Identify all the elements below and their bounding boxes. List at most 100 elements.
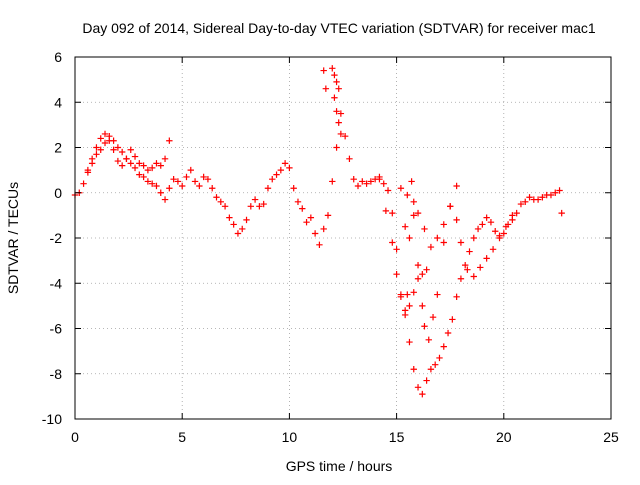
data-point (333, 108, 340, 115)
data-point (496, 232, 503, 239)
data-point (470, 273, 477, 280)
data-point (157, 162, 164, 169)
series-secondary-track (84, 137, 173, 174)
data-point (492, 228, 499, 235)
data-point (534, 196, 542, 203)
data-point (118, 148, 126, 156)
y-tick-label: 4 (54, 94, 62, 110)
data-point (479, 221, 486, 228)
data-point (547, 191, 555, 199)
data-point (320, 67, 327, 74)
data-point (474, 225, 482, 233)
data-point (341, 132, 349, 140)
data-point (230, 221, 237, 228)
data-point (234, 230, 242, 237)
data-point (423, 377, 430, 384)
x-tick-label: 15 (389, 429, 405, 445)
data-point (131, 164, 139, 172)
data-point (397, 185, 405, 192)
data-point (320, 225, 327, 233)
data-point (166, 137, 173, 144)
y-tick-label: -2 (50, 230, 63, 246)
data-point (447, 203, 454, 210)
data-point (431, 361, 439, 368)
data-point (329, 178, 336, 185)
data-point (389, 239, 396, 246)
data-point (410, 366, 417, 373)
data-point (140, 162, 147, 169)
data-point (299, 205, 306, 212)
data-point (462, 261, 469, 269)
data-point (136, 160, 143, 167)
data-point (264, 185, 272, 192)
data-point (196, 182, 203, 190)
data-point (273, 171, 280, 178)
data-point (140, 173, 147, 181)
data-point (380, 180, 387, 187)
data-point (449, 316, 456, 323)
data-point (316, 241, 323, 248)
data-point (161, 155, 169, 163)
data-point (389, 209, 396, 217)
y-tick-label: -10 (42, 411, 62, 427)
data-point (322, 85, 330, 92)
data-point (363, 180, 370, 187)
x-tick-label: 0 (71, 429, 79, 445)
data-point (329, 65, 336, 72)
data-point (333, 144, 340, 151)
data-point (204, 175, 212, 183)
tick-layer: 0 5 10 15 20 25 -10 -8 -6 -4 -2 0 2 4 6 (42, 49, 619, 445)
data-point (487, 218, 495, 226)
data-point (421, 323, 428, 330)
data-point (502, 223, 510, 230)
data-point (303, 218, 310, 226)
data-point (350, 175, 357, 183)
data-point (281, 160, 289, 167)
data-point (453, 216, 460, 224)
data-point (489, 246, 497, 253)
data-point (382, 207, 390, 215)
data-point (161, 196, 169, 203)
series-descending-branch (376, 175, 430, 314)
data-point (453, 182, 460, 190)
data-point (269, 175, 276, 183)
data-point (256, 203, 263, 210)
data-point (404, 291, 411, 298)
data-point (483, 255, 490, 262)
data-point (93, 151, 100, 158)
y-tick-label: -8 (50, 366, 63, 382)
x-axis-label: GPS time / hours (286, 458, 393, 474)
data-point (414, 384, 422, 391)
data-point (470, 234, 477, 242)
data-point (331, 71, 338, 79)
data-point (556, 187, 563, 194)
data-point (183, 173, 190, 181)
data-point (440, 343, 447, 350)
data-point (101, 130, 109, 138)
data-point (419, 390, 426, 398)
data-point (226, 214, 233, 221)
x-tick-label: 10 (282, 429, 298, 445)
data-point (429, 313, 437, 321)
data-point (410, 289, 417, 296)
x-tick-label: 5 (178, 429, 186, 445)
data-point (144, 166, 152, 174)
data-point (393, 271, 400, 278)
data-point (80, 180, 87, 187)
y-tick-label: -4 (50, 275, 63, 291)
data-point (127, 146, 134, 153)
grid-layer (75, 57, 611, 419)
data-point (558, 209, 565, 217)
data-point (359, 178, 366, 185)
data-point (88, 160, 96, 167)
data-point (406, 234, 413, 242)
data-point (333, 78, 340, 86)
data-point (425, 336, 432, 344)
x-tick-label: 25 (603, 429, 619, 445)
data-point (401, 223, 409, 230)
data-point (286, 164, 293, 172)
data-point (335, 119, 342, 126)
data-point (324, 212, 332, 219)
data-point (97, 135, 104, 142)
